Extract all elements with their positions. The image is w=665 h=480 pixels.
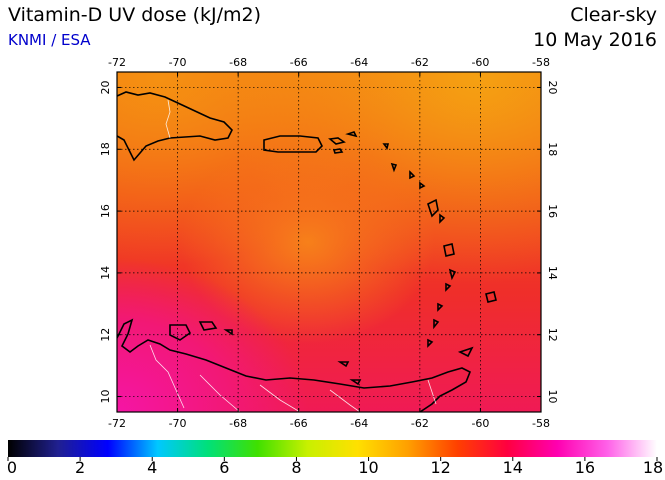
map-frame (116, 71, 542, 413)
colorbar-tick-label: 2 (75, 458, 86, 477)
lat-ticks-left: 20 18 16 14 12 10 (99, 80, 121, 404)
lon-tick-label: -58 (532, 417, 550, 430)
puerto-rico-coast (263, 135, 323, 153)
credit-label: KNMI / ESA (8, 31, 91, 49)
lon-tick-label: -58 (532, 56, 550, 69)
lon-tick-label: -64 (350, 56, 368, 69)
lat-tick-label: 18 (99, 142, 112, 156)
lat-tick-label: 20 (99, 80, 112, 94)
lat-tick-label: 16 (99, 204, 112, 218)
lon-tick-label: -60 (471, 417, 489, 430)
lon-tick-label: -72 (108, 417, 126, 430)
venezuela-guyana-border (427, 379, 437, 405)
lon-tick-label: -68 (229, 56, 247, 69)
lon-tick-label: -62 (411, 417, 429, 430)
lat-lon-grid (117, 72, 541, 412)
lat-tick-label: 12 (99, 328, 112, 342)
colorbar-tick-label: 16 (574, 458, 596, 477)
haiti-dr-border (165, 99, 171, 139)
sky-mode-label: Clear-sky (570, 4, 657, 26)
colorbar-tick-label: 0 (6, 458, 18, 477)
lat-tick-label: 18 (546, 142, 559, 156)
lon-tick-label: -60 (471, 56, 489, 69)
date-label: 10 May 2016 (533, 29, 657, 51)
lesser-antilles-coast (382, 143, 457, 348)
lat-tick-label: 10 (546, 390, 559, 404)
colorbar-tick-label: 8 (291, 458, 302, 477)
lat-tick-label: 20 (546, 80, 559, 94)
uv-field (117, 72, 541, 412)
lon-tick-label: -62 (411, 56, 429, 69)
colorbar-tick-label: 14 (502, 458, 523, 477)
lon-tick-label: -70 (169, 417, 187, 430)
lat-tick-label: 12 (546, 328, 559, 342)
hispaniola-coast (117, 91, 233, 162)
lon-tick-label: -72 (108, 56, 126, 69)
colorbar (8, 440, 657, 457)
south-america-coast (117, 318, 472, 412)
lon-tick-label: -66 (290, 417, 308, 430)
lon-tick-label: -68 (229, 417, 247, 430)
abc-islands-coast (169, 291, 497, 386)
colorbar-tick-label: 4 (147, 458, 158, 477)
lat-tick-label: 14 (546, 266, 559, 280)
colombia-venezuela-border (149, 344, 185, 409)
colorbar-tick-label: 10 (358, 458, 379, 477)
lon-ticks-bottom: -72 -70 -68 -66 -64 -62 -60 -58 (108, 408, 550, 430)
borders (149, 99, 437, 412)
lat-ticks-right: 20 18 16 14 12 10 (537, 80, 559, 404)
colorbar-tick-label: 18 (642, 458, 664, 477)
lon-tick-label: -66 (290, 56, 308, 69)
lon-ticks-top: -72 -70 -68 -66 -64 -62 -60 -58 (108, 56, 550, 76)
lon-tick-label: -64 (350, 417, 368, 430)
colorbar-ticks (7, 457, 658, 461)
colorbar-tick-label: 6 (219, 458, 230, 477)
chart-title: Vitamin-D UV dose (kJ/m2) (8, 4, 261, 26)
colorbar-tick-label: 12 (430, 458, 451, 477)
lon-tick-label: -70 (169, 56, 187, 69)
lat-tick-label: 14 (99, 266, 112, 280)
lat-tick-label: 16 (546, 204, 559, 218)
lat-tick-label: 10 (99, 390, 112, 404)
interior-state-lines (199, 374, 361, 412)
